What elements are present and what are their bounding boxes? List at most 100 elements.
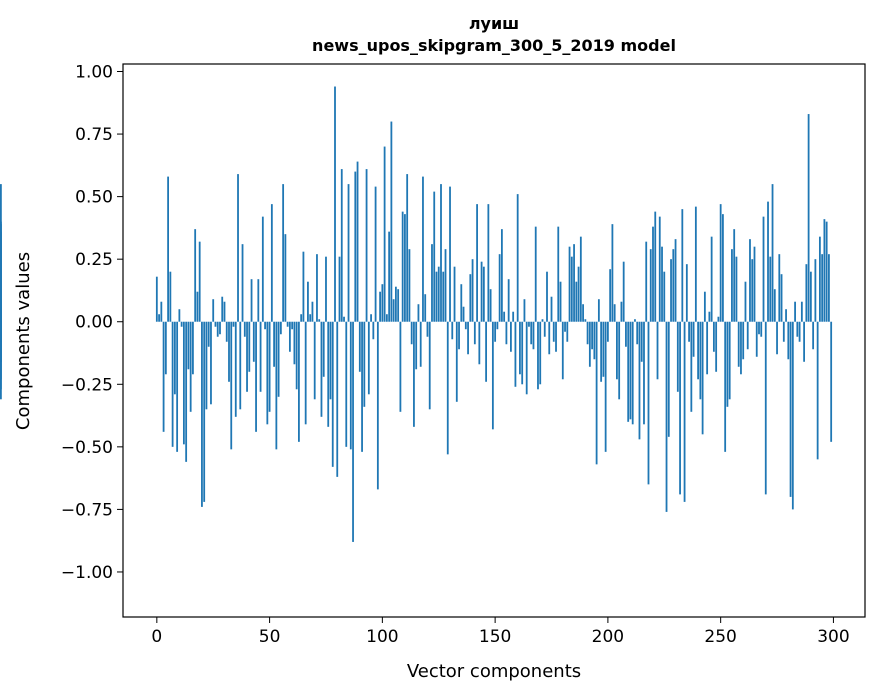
bar-198 <box>602 321 605 377</box>
bar-89 <box>356 161 359 322</box>
bar-122 <box>431 244 433 322</box>
bar-55 <box>279 321 282 335</box>
bar-216 <box>643 321 645 425</box>
bar-153 <box>500 229 503 322</box>
bar-0 <box>155 276 158 322</box>
bar-226 <box>665 321 668 512</box>
bar-134 <box>458 321 460 350</box>
bar-286 <box>800 301 803 322</box>
bar-84 <box>345 321 348 447</box>
x-axis-label: Vector components <box>407 661 581 682</box>
bar-24 <box>210 321 212 405</box>
x-tick-label: 100 <box>366 627 398 647</box>
bar-132 <box>453 266 456 322</box>
bar-170 <box>539 321 542 385</box>
bar-242 <box>701 321 704 435</box>
bar-283 <box>794 301 796 322</box>
bar-14 <box>187 321 190 370</box>
bar-79 <box>334 86 336 322</box>
bar-27 <box>216 321 219 337</box>
bar-228 <box>670 259 672 322</box>
y-tick-label: 0.25 <box>75 250 113 270</box>
bar-26 <box>214 321 217 327</box>
bar-76 <box>327 321 330 427</box>
bar-99 <box>379 291 381 322</box>
bar-44 <box>255 321 257 432</box>
bar-219 <box>649 249 652 322</box>
x-tick-label: 300 <box>817 627 849 647</box>
bar-191 <box>586 321 589 345</box>
bar-256 <box>733 229 736 322</box>
bar-245 <box>708 311 711 322</box>
bar-244 <box>706 321 709 375</box>
bar-287 <box>803 321 805 362</box>
bar-166 <box>530 321 533 345</box>
y-axis-ticks: −1.00 −0.75 −0.50 −0.25 0.00 0.25 0.50 0.75 1.00 <box>61 63 123 583</box>
bar-57 <box>284 234 287 322</box>
bar-113 <box>410 321 413 345</box>
bar-189 <box>582 304 584 322</box>
bar-290 <box>809 271 812 322</box>
bar-196 <box>597 299 600 322</box>
bar-188 <box>579 236 582 322</box>
bar-22 <box>205 321 208 410</box>
y-tick-label: −0.25 <box>61 375 113 395</box>
bar-70 <box>313 321 316 400</box>
bar-93 <box>365 169 368 322</box>
bar-236 <box>688 321 690 342</box>
bar-205 <box>618 321 621 400</box>
y-tick-label: −0.75 <box>61 500 113 520</box>
chart-title: луиш <box>469 14 519 33</box>
bar-3 <box>162 321 165 432</box>
bar-213 <box>636 321 639 345</box>
bar-291 <box>812 321 815 350</box>
bar-263 <box>749 239 751 322</box>
bar-160 <box>516 194 519 322</box>
bar-202 <box>611 224 614 322</box>
bar-248 <box>715 321 718 372</box>
y-tick-label: 0.00 <box>75 313 113 333</box>
bar-28 <box>219 321 221 335</box>
bar-137 <box>464 321 467 330</box>
bar-168 <box>534 226 537 322</box>
bar-221 <box>654 211 657 322</box>
bar-90 <box>358 321 361 372</box>
bar-222 <box>656 321 659 380</box>
bar-98 <box>376 321 379 490</box>
bar-212 <box>634 319 636 322</box>
bar-224 <box>661 246 663 322</box>
bar-100 <box>381 284 384 322</box>
bar-273 <box>771 184 774 322</box>
bar-253 <box>726 321 729 407</box>
bar-251 <box>722 214 724 322</box>
bar-146 <box>485 321 487 382</box>
bar-15 <box>189 321 192 412</box>
bar-17 <box>194 229 197 322</box>
bar-undefined <box>0 184 2 322</box>
bar-152 <box>498 254 501 322</box>
bar-232 <box>679 321 681 495</box>
bar-109 <box>401 211 404 322</box>
x-tick-label: 200 <box>592 627 624 647</box>
bar-284 <box>796 321 799 337</box>
bar-124 <box>435 271 438 322</box>
bar-292 <box>814 259 817 322</box>
bar-186 <box>575 281 578 322</box>
bar-8 <box>173 321 176 395</box>
bar-4 <box>164 321 167 375</box>
bar-33 <box>230 321 233 450</box>
bar-201 <box>609 269 612 322</box>
bar-247 <box>712 321 715 352</box>
bar-140 <box>471 259 474 322</box>
bar-87 <box>352 321 354 542</box>
y-tick-label: 1.00 <box>75 63 113 83</box>
bar-227 <box>667 321 670 437</box>
bar-63 <box>298 321 300 442</box>
bar-180 <box>561 321 564 380</box>
bar-149 <box>491 321 494 430</box>
bar-156 <box>507 279 510 322</box>
bar-288 <box>805 264 808 322</box>
bar-178 <box>557 226 560 322</box>
bar-96 <box>372 321 375 340</box>
bar-41 <box>248 321 251 372</box>
